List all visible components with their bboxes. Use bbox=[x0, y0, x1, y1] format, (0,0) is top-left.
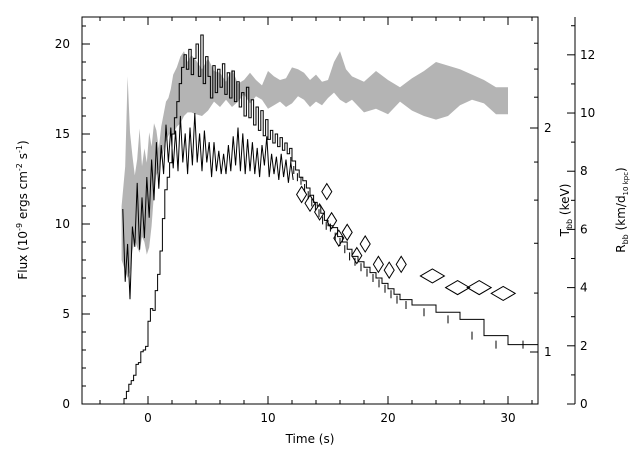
radius-diamond bbox=[314, 203, 326, 221]
rbb-tick-label: 0 bbox=[580, 397, 588, 411]
tbb-axis-ticks: 12 bbox=[530, 42, 552, 359]
temperature-band bbox=[121, 51, 508, 279]
tbb-axis-label: Tbb (keV) bbox=[558, 184, 574, 238]
y-tick-label: 0 bbox=[62, 397, 70, 411]
radius-zigzag-layer bbox=[122, 112, 294, 300]
x-axis-ticks: 0 10 20 30 bbox=[99, 17, 533, 425]
radius-diamonds-layer bbox=[296, 182, 517, 302]
radius-diamond bbox=[351, 246, 363, 265]
tbb-tick-label: 2 bbox=[544, 121, 552, 135]
rbb-axis-label: Rbb (km/d10 kpc) bbox=[614, 167, 630, 252]
tbb-tick-label: 1 bbox=[544, 345, 552, 359]
y-tick-label: 5 bbox=[62, 307, 70, 321]
radius-diamond bbox=[341, 223, 353, 242]
plot-frame bbox=[81, 16, 539, 405]
radius-diamond bbox=[333, 229, 345, 248]
radius-diamond bbox=[304, 194, 316, 213]
radius-diamond bbox=[466, 280, 493, 296]
radius-diamond bbox=[419, 268, 446, 284]
rbb-tick-label: 2 bbox=[580, 339, 588, 353]
radius-diamond bbox=[359, 235, 371, 253]
radius-diamond bbox=[321, 182, 333, 201]
radius-diamond bbox=[490, 285, 517, 302]
y-axis-ticks: 0 5 10 15 20 bbox=[55, 25, 90, 411]
x-tick-label: 30 bbox=[500, 411, 515, 425]
x-tick-label: 20 bbox=[380, 411, 395, 425]
radius-diamond bbox=[372, 255, 384, 274]
rbb-tick-label: 8 bbox=[580, 164, 588, 178]
radius-diamond bbox=[296, 185, 308, 204]
rbb-tick-label: 10 bbox=[580, 106, 595, 120]
rbb-tick-label: 6 bbox=[580, 222, 588, 236]
x-tick-label: 0 bbox=[144, 411, 152, 425]
rbb-tick-label: 4 bbox=[580, 281, 588, 295]
radius-diamond bbox=[326, 211, 338, 230]
flux-step-curve bbox=[119, 34, 538, 405]
radius-diamond bbox=[444, 280, 471, 296]
radius-diamond bbox=[383, 261, 395, 280]
temperature-band-layer bbox=[121, 51, 508, 279]
radius-diamond bbox=[395, 255, 407, 274]
y-tick-label: 20 bbox=[55, 37, 70, 51]
y-axis-label: Flux (10-9 ergs cm-2 s-1) bbox=[15, 140, 30, 279]
radius-zigzag-curve bbox=[122, 112, 294, 300]
y-tick-label: 10 bbox=[55, 217, 70, 231]
y-tick-label: 15 bbox=[55, 127, 70, 141]
rbb-axis-ticks: 0 2 4 6 8 10 12 bbox=[567, 25, 595, 411]
rbb-tick-label: 12 bbox=[580, 48, 595, 62]
x-tick-label: 10 bbox=[260, 411, 275, 425]
x-axis-label: Time (s) bbox=[285, 432, 335, 446]
